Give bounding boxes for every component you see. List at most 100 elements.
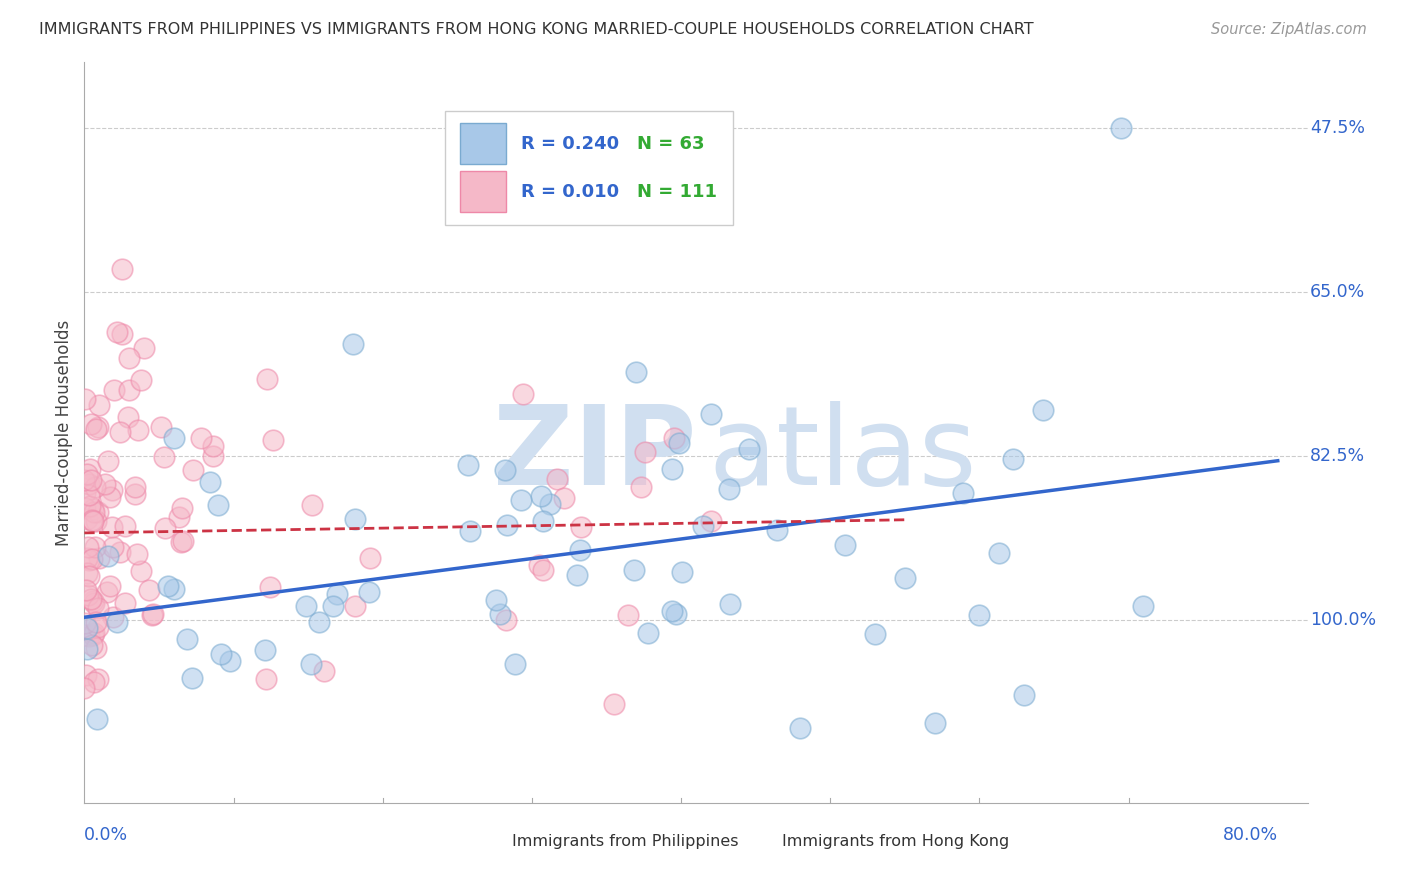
Text: N = 111: N = 111 bbox=[637, 183, 717, 201]
Point bbox=[76, 566, 98, 581]
Point bbox=[142, 607, 165, 621]
Text: 80.0%: 80.0% bbox=[1223, 826, 1278, 844]
Point bbox=[569, 542, 592, 557]
FancyBboxPatch shape bbox=[470, 830, 503, 853]
Point bbox=[80, 473, 103, 487]
Point bbox=[118, 351, 141, 365]
Point bbox=[149, 420, 172, 434]
Point bbox=[170, 501, 193, 516]
Point bbox=[82, 513, 104, 527]
Point bbox=[153, 450, 176, 465]
Point bbox=[863, 627, 886, 641]
Point bbox=[86, 420, 108, 434]
FancyBboxPatch shape bbox=[446, 111, 733, 226]
Point bbox=[77, 588, 100, 602]
Point bbox=[100, 483, 122, 498]
Point bbox=[700, 514, 723, 528]
Point bbox=[101, 540, 124, 554]
Text: IMMIGRANTS FROM PHILIPPINES VS IMMIGRANTS FROM HONG KONG MARRIED-COUPLE HOUSEHOL: IMMIGRANTS FROM PHILIPPINES VS IMMIGRANT… bbox=[39, 22, 1033, 37]
Point bbox=[201, 439, 224, 453]
Point bbox=[626, 365, 648, 379]
Point bbox=[98, 578, 121, 592]
Point bbox=[127, 423, 149, 437]
Point bbox=[75, 582, 97, 597]
Point bbox=[692, 518, 714, 533]
Point bbox=[553, 491, 575, 506]
Point bbox=[603, 698, 626, 712]
Point bbox=[546, 472, 568, 486]
Point bbox=[181, 463, 204, 477]
Point bbox=[79, 462, 101, 476]
Text: Source: ZipAtlas.com: Source: ZipAtlas.com bbox=[1211, 22, 1367, 37]
Point bbox=[97, 454, 120, 468]
Point bbox=[201, 449, 224, 463]
Point bbox=[637, 626, 659, 640]
Point bbox=[79, 499, 101, 513]
Point bbox=[344, 599, 367, 613]
Point bbox=[190, 431, 212, 445]
Point bbox=[79, 591, 101, 606]
Point bbox=[322, 599, 344, 613]
Point bbox=[259, 580, 281, 594]
FancyBboxPatch shape bbox=[460, 123, 506, 164]
Point bbox=[110, 545, 132, 559]
Point bbox=[76, 621, 98, 635]
Point bbox=[987, 545, 1010, 559]
Point bbox=[1109, 121, 1132, 136]
Point bbox=[312, 664, 335, 678]
Point bbox=[73, 474, 96, 488]
Point bbox=[665, 607, 688, 622]
Point bbox=[485, 592, 508, 607]
Point bbox=[82, 628, 104, 642]
Point bbox=[172, 533, 194, 548]
Point bbox=[83, 626, 105, 640]
Point bbox=[86, 712, 108, 726]
Point bbox=[538, 497, 561, 511]
Point bbox=[326, 587, 349, 601]
Point bbox=[76, 467, 98, 481]
Point bbox=[79, 476, 101, 491]
Point bbox=[359, 551, 381, 566]
Point bbox=[97, 549, 120, 563]
Point bbox=[141, 608, 163, 623]
Text: R = 0.010: R = 0.010 bbox=[522, 183, 619, 201]
Point bbox=[86, 505, 108, 519]
Point bbox=[105, 326, 128, 340]
Point bbox=[458, 524, 481, 538]
Point bbox=[89, 550, 111, 565]
Text: 47.5%: 47.5% bbox=[1310, 119, 1365, 137]
Point bbox=[127, 548, 149, 562]
Point bbox=[82, 552, 104, 566]
Text: R = 0.240: R = 0.240 bbox=[522, 135, 619, 153]
Point bbox=[163, 431, 186, 445]
Point bbox=[105, 615, 128, 629]
Point bbox=[76, 512, 98, 526]
Point bbox=[529, 558, 551, 573]
Point bbox=[87, 600, 110, 615]
Point bbox=[623, 562, 645, 576]
Point bbox=[73, 501, 96, 516]
Point bbox=[207, 498, 229, 512]
Point bbox=[952, 486, 974, 500]
Point bbox=[834, 538, 856, 552]
Point bbox=[530, 489, 553, 503]
Point bbox=[84, 480, 107, 494]
Point bbox=[75, 486, 97, 500]
Point bbox=[256, 372, 278, 386]
Point bbox=[1032, 403, 1054, 417]
Point bbox=[359, 585, 381, 599]
Point bbox=[129, 373, 152, 387]
Text: 65.0%: 65.0% bbox=[1310, 283, 1365, 301]
Point bbox=[124, 480, 146, 494]
Point bbox=[495, 613, 517, 627]
Point bbox=[512, 387, 534, 401]
Point bbox=[84, 514, 107, 528]
Point bbox=[262, 433, 284, 447]
Point bbox=[73, 392, 96, 407]
Text: 100.0%: 100.0% bbox=[1310, 611, 1376, 629]
Point bbox=[343, 512, 366, 526]
Point bbox=[82, 594, 104, 608]
Point bbox=[1012, 688, 1035, 702]
Point bbox=[505, 657, 527, 671]
Point bbox=[83, 540, 105, 554]
